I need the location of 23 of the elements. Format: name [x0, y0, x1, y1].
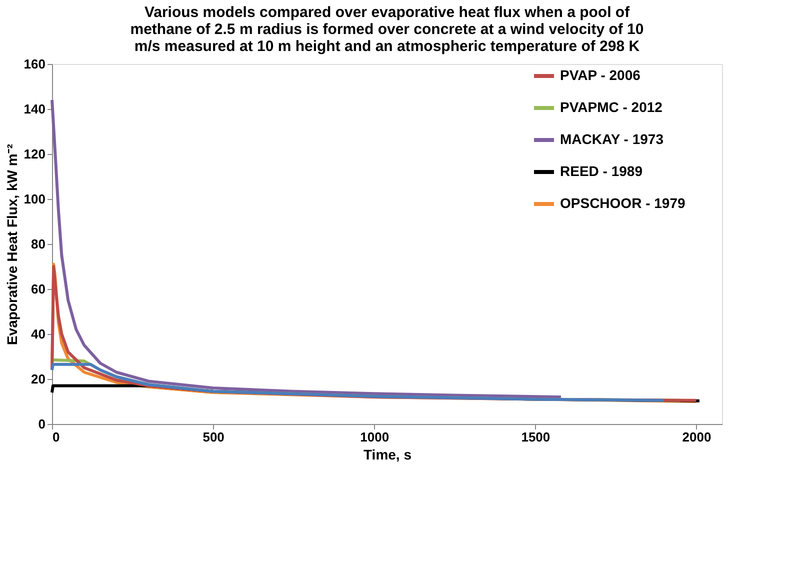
y-tick-label: 160 — [24, 56, 46, 72]
legend-label: REED - 1989 — [560, 163, 643, 179]
y-tick-label: 140 — [24, 102, 46, 116]
y-tick-label: 40 — [31, 326, 46, 342]
y-tick-label: 60 — [31, 282, 46, 296]
legend-label: OPSCHOOR - 1979 — [560, 195, 686, 211]
x-tick-label: 500 — [202, 430, 224, 444]
legend-label: MACKAY - 1973 — [560, 131, 664, 147]
y-tick-label: 20 — [31, 372, 46, 386]
x-tick-label: 1000 — [360, 430, 390, 444]
y-tick-label: 0 — [38, 416, 46, 432]
x-tick-label: 1500 — [521, 430, 550, 444]
y-axis-title: Evaporative Heat Flux, kW m⁻² — [4, 144, 20, 346]
x-axis-title: Time, s — [364, 446, 412, 462]
y-tick-label: 100 — [24, 192, 46, 206]
y-tick-label: 80 — [31, 236, 46, 252]
legend-label: PVAPMC - 2012 — [560, 99, 663, 115]
line-series — [50, 98, 562, 398]
legend-label: PVAP - 2006 — [560, 67, 641, 83]
chart-title: Various models compared over evaporative heat flux when a pool of methane of 2.5 m radius is formed over concrete at a wind velocity of 10 m/s measured at 10 m height and an atmospheric temperature of 298 K — [130, 4, 644, 55]
x-tick-label: 0 — [52, 430, 60, 444]
x-tick-label: 2000 — [682, 430, 712, 444]
y-tick-label: 120 — [24, 146, 46, 162]
